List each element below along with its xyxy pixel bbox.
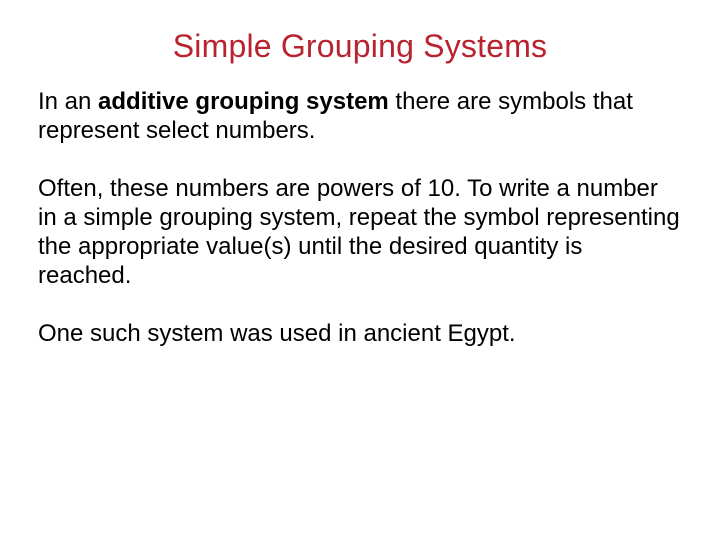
p1-pre: In an — [38, 88, 98, 115]
paragraph-3: One such system was used in ancient Egyp… — [38, 319, 682, 348]
slide: Simple Grouping Systems In an additive g… — [0, 0, 720, 540]
slide-body: In an additive grouping system there are… — [38, 87, 682, 348]
paragraph-2: Often, these numbers are powers of 10. T… — [38, 174, 682, 291]
paragraph-1: In an additive grouping system there are… — [38, 87, 682, 146]
slide-title: Simple Grouping Systems — [38, 28, 682, 65]
p1-term-bold: additive grouping system — [98, 88, 389, 115]
